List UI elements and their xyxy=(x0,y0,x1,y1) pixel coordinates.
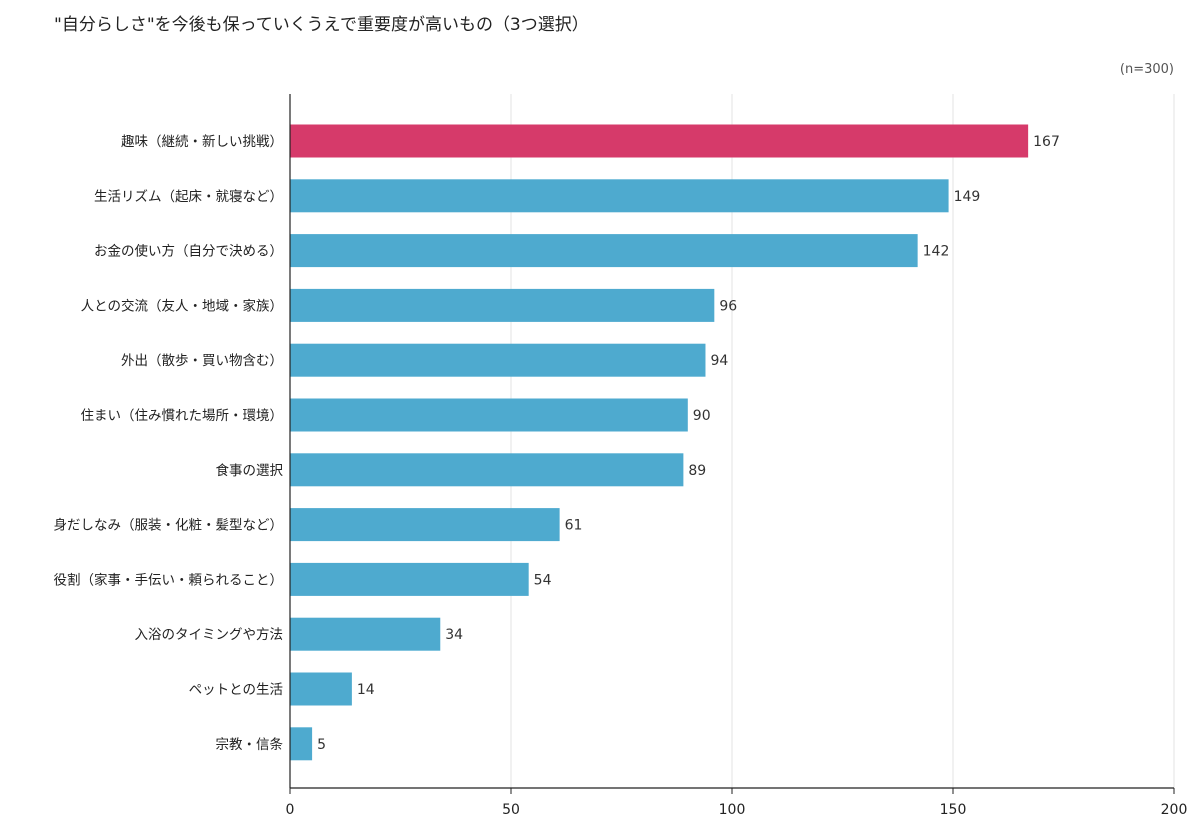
bar xyxy=(290,343,706,377)
bar xyxy=(290,124,1029,158)
value-label: 167 xyxy=(1033,134,1060,150)
value-label: 54 xyxy=(534,572,552,588)
x-tick-label: 200 xyxy=(1161,802,1188,818)
category-label: 身だしなみ（服装・化粧・髪型など） xyxy=(54,518,284,534)
bar xyxy=(290,179,949,213)
value-label: 142 xyxy=(923,244,950,260)
category-label: 外出（散歩・買い物含む） xyxy=(121,353,283,369)
value-label: 89 xyxy=(688,463,706,479)
chart-title: "自分らしさ"を今後も保っていくうえで重要度が高いもの（3つ選択） xyxy=(54,15,589,35)
category-label: お金の使い方（自分で決める） xyxy=(94,243,283,260)
value-label: 149 xyxy=(954,189,981,205)
bars xyxy=(290,124,1029,761)
category-label: 住まい（住み慣れた場所・環境） xyxy=(81,408,284,424)
category-label: 趣味（継続・新しい挑戦） xyxy=(121,134,283,150)
x-tick-label: 150 xyxy=(940,802,967,818)
sample-size-note: (n=300) xyxy=(1119,62,1174,77)
bar xyxy=(290,234,918,268)
value-label: 61 xyxy=(565,518,583,534)
value-label: 14 xyxy=(357,682,375,698)
value-label: 34 xyxy=(445,627,463,643)
category-label: 人との交流（友人・地域・家族） xyxy=(81,297,283,314)
bar xyxy=(290,562,529,596)
category-label: 宗教・信条 xyxy=(216,736,284,753)
x-axis: 0 50 100 150 200 xyxy=(286,94,1188,818)
bar xyxy=(290,398,688,432)
bar xyxy=(290,453,684,487)
category-label: 役割（家事・手伝い・頼られること） xyxy=(54,571,284,588)
category-labels: 趣味（継続・新しい挑戦） 生活リズム（起床・就寝など） お金の使い方（自分で決める）… xyxy=(54,134,284,753)
value-labels: 167 149 142 96 94 90 89 61 54 34 14 5 xyxy=(317,134,1060,753)
bar xyxy=(290,672,352,706)
bar xyxy=(290,288,715,322)
x-tick-label: 50 xyxy=(502,802,520,818)
category-label: ペットとの生活 xyxy=(189,682,283,698)
category-label: 食事の選択 xyxy=(216,462,284,479)
value-label: 90 xyxy=(693,408,711,424)
x-tick-label: 100 xyxy=(719,802,746,818)
value-label: 96 xyxy=(719,298,737,314)
bar xyxy=(290,727,313,761)
category-label: 入浴のタイミングや方法 xyxy=(135,627,284,643)
bar xyxy=(290,508,560,542)
bar xyxy=(290,617,441,651)
value-label: 94 xyxy=(710,353,728,369)
x-tick-label: 0 xyxy=(286,802,295,818)
category-label: 生活リズム（起床・就寝など） xyxy=(94,188,283,205)
value-label: 5 xyxy=(317,737,326,753)
